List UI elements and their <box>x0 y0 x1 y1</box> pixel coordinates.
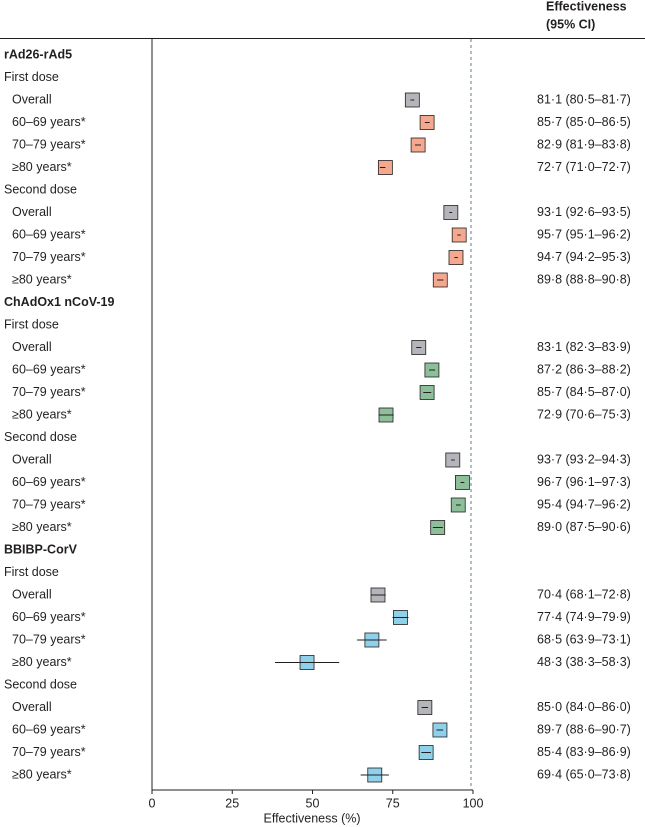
row-label: 70–79 years* <box>12 497 86 511</box>
x-tick-label: 0 <box>149 796 156 810</box>
x-tick-label: 75 <box>386 796 400 810</box>
row-label: ≥80 years* <box>12 272 72 286</box>
row-label: 60–69 years* <box>12 475 86 489</box>
row-label: Overall <box>12 587 52 601</box>
value-header: Effectiveness <box>546 0 627 13</box>
value-label: 96·7 (96·1–97·3) <box>537 475 631 489</box>
row-label: 60–69 years* <box>12 722 86 736</box>
value-label: 85·0 (84·0–86·0) <box>537 700 631 714</box>
row-label: ≥80 years* <box>12 655 72 669</box>
row-label: 60–69 years* <box>12 362 86 376</box>
dose-label: Second dose <box>4 677 77 691</box>
dose-label: Second dose <box>4 182 77 196</box>
value-label: 81·1 (80·5–81·7) <box>537 92 631 106</box>
value-label: 69·4 (65·0–73·8) <box>537 767 631 781</box>
x-tick-label: 100 <box>463 796 484 810</box>
value-label: 68·5 (63·9–73·1) <box>537 632 631 646</box>
value-label: 95·4 (94·7–96·2) <box>537 497 631 511</box>
row-label: ≥80 years* <box>12 520 72 534</box>
x-tick-label: 25 <box>225 796 239 810</box>
value-label: 94·7 (94·2–95·3) <box>537 250 631 264</box>
value-header: (95% CI) <box>546 17 595 31</box>
row-label: Overall <box>12 92 52 106</box>
row-label: 70–79 years* <box>12 632 86 646</box>
row-label: Overall <box>12 340 52 354</box>
row-label: 70–79 years* <box>12 137 86 151</box>
value-label: 83·1 (82·3–83·9) <box>537 340 631 354</box>
x-tick-label: 50 <box>306 796 320 810</box>
value-label: 85·7 (85·0–86·5) <box>537 115 631 129</box>
row-label: 70–79 years* <box>12 250 86 264</box>
row-label: Overall <box>12 205 52 219</box>
dose-label: First dose <box>4 70 59 84</box>
value-label: 48·3 (38·3–58·3) <box>537 655 631 669</box>
row-label: ≥80 years* <box>12 160 72 174</box>
value-label: 82·9 (81·9–83·8) <box>537 137 631 151</box>
group-label: ChAdOx1 nCoV-19 <box>4 295 114 309</box>
group-label: rAd26-rAd5 <box>4 47 72 61</box>
dose-label: First dose <box>4 317 59 331</box>
value-label: 89·0 (87·5–90·6) <box>537 520 631 534</box>
row-label: Overall <box>12 700 52 714</box>
value-label: 85·7 (84·5–87·0) <box>537 385 631 399</box>
value-label: 95·7 (95·1–96·2) <box>537 227 631 241</box>
value-label: 77·4 (74·9–79·9) <box>537 610 631 624</box>
row-label: 60–69 years* <box>12 227 86 241</box>
dose-label: Second dose <box>4 430 77 444</box>
value-label: 93·1 (92·6–93·5) <box>537 205 631 219</box>
value-label: 89·7 (88·6–90·7) <box>537 722 631 736</box>
value-label: 93·7 (93·2–94·3) <box>537 452 631 466</box>
value-label: 70·4 (68·1–72·8) <box>537 587 631 601</box>
row-label: 70–79 years* <box>12 745 86 759</box>
row-label: 70–79 years* <box>12 385 86 399</box>
value-label: 85·4 (83·9–86·9) <box>537 745 631 759</box>
row-label: 60–69 years* <box>12 115 86 129</box>
value-label: 87·2 (86·3–88·2) <box>537 362 631 376</box>
x-axis-title: Effectiveness (%) <box>263 811 360 825</box>
group-label: BBIBP-CorV <box>4 542 78 556</box>
row-label: Overall <box>12 452 52 466</box>
value-label: 72·7 (71·0–72·7) <box>537 160 631 174</box>
dose-label: First dose <box>4 565 59 579</box>
row-label: 60–69 years* <box>12 610 86 624</box>
row-label: ≥80 years* <box>12 407 72 421</box>
value-label: 89·8 (88·8–90·8) <box>537 272 631 286</box>
value-label: 72·9 (70·6–75·3) <box>537 407 631 421</box>
row-label: ≥80 years* <box>12 767 72 781</box>
